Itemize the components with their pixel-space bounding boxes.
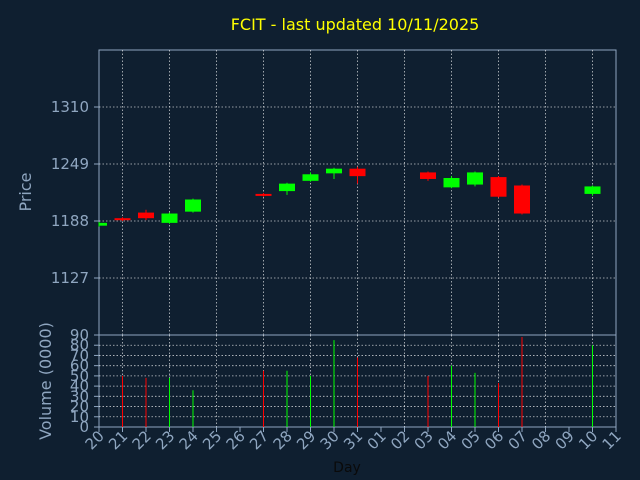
candle-body xyxy=(138,212,154,219)
x-tick-label: 08 xyxy=(528,427,554,453)
volume-axis-label: Volume (0000) xyxy=(36,322,55,440)
volume-tick-label: 20 xyxy=(70,398,89,416)
price-axis-ticks: 1127 1188 1249 1310 xyxy=(51,98,99,287)
candle-body xyxy=(185,199,201,212)
candle-body xyxy=(326,168,342,174)
chart-title: FCIT - last updated 10/11/2025 xyxy=(231,15,480,34)
x-tick-label: 26 xyxy=(223,427,249,453)
candle-body xyxy=(584,186,601,194)
candle-body xyxy=(279,183,295,192)
x-tick-label: 29 xyxy=(293,427,319,453)
x-tick-label: 24 xyxy=(176,427,202,453)
volume-tick-label: 80 xyxy=(70,336,89,354)
x-tick-label: 02 xyxy=(387,427,413,453)
x-tick-label: 09 xyxy=(552,427,578,453)
volume-tick-label: 60 xyxy=(70,357,89,375)
volume-tick-label: 50 xyxy=(70,367,89,385)
price-tick-label: 1188 xyxy=(51,212,89,230)
candle-body xyxy=(302,174,319,181)
x-tick-label: 27 xyxy=(246,427,272,453)
volume-tick-label: 30 xyxy=(70,387,89,405)
x-tick-label: 22 xyxy=(129,427,155,453)
volume-tick-label: 90 xyxy=(70,326,89,344)
x-tick-label: 21 xyxy=(105,427,131,453)
x-tick-label: 07 xyxy=(505,427,531,453)
candle-body xyxy=(514,185,530,214)
x-tick-label: 23 xyxy=(152,427,178,453)
price-grid xyxy=(99,50,616,335)
price-tick-label: 1310 xyxy=(51,98,89,116)
x-tick-label: 05 xyxy=(458,427,484,453)
price-axis-label: Price xyxy=(16,172,35,211)
price-tick-label: 1249 xyxy=(51,155,89,173)
x-tick-label: 03 xyxy=(411,427,437,453)
candlestick-series xyxy=(98,166,601,227)
volume-tick-label: 0 xyxy=(79,418,89,436)
x-tick-label: 01 xyxy=(364,427,390,453)
x-tick-label: 28 xyxy=(270,427,296,453)
x-tick-label: 25 xyxy=(199,427,225,453)
candle-body xyxy=(255,193,272,196)
candle-body xyxy=(161,213,178,223)
volume-tick-label: 10 xyxy=(70,408,89,426)
x-tick-label: 31 xyxy=(340,427,366,453)
candle-body xyxy=(443,178,460,188)
candle-body xyxy=(420,172,436,179)
volume-tick-label: 70 xyxy=(70,346,89,364)
x-axis-label: Day xyxy=(333,460,361,476)
x-tick-label: 04 xyxy=(434,427,460,453)
price-tick-label: 1127 xyxy=(51,269,89,287)
x-tick-label: 06 xyxy=(481,427,507,453)
volume-tick-label: 40 xyxy=(70,377,89,395)
candle-body xyxy=(99,222,107,226)
x-tick-label: 11 xyxy=(599,427,625,453)
x-tick-label: 30 xyxy=(317,427,343,453)
x-tick-label: 10 xyxy=(575,427,601,453)
candle-body xyxy=(114,218,131,221)
candle-body xyxy=(349,168,366,177)
candle-body xyxy=(490,177,507,197)
x-axis-ticks: 2021222324252627282930310102030405060708… xyxy=(82,427,625,453)
volume-series xyxy=(122,337,593,427)
candle-body xyxy=(467,172,483,185)
